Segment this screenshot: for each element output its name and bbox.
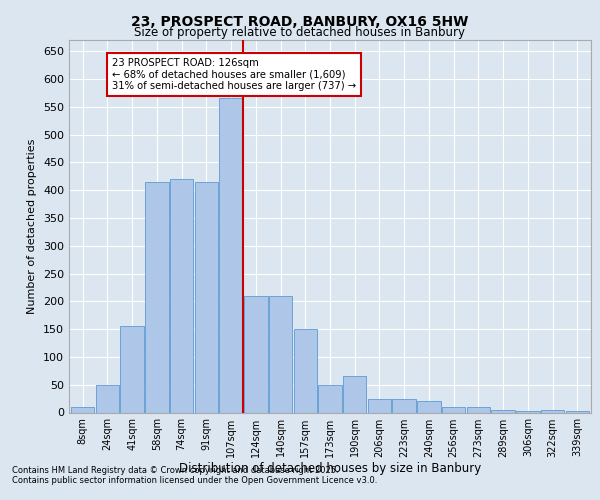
Bar [121,326,144,412]
Bar [269,296,292,412]
Bar [95,384,119,412]
Bar [219,98,243,412]
Bar [491,410,515,412]
Bar [541,410,565,412]
Bar [417,402,441,412]
X-axis label: Distribution of detached houses by size in Banbury: Distribution of detached houses by size … [179,462,481,475]
Bar [392,398,416,412]
Bar [318,384,342,412]
Bar [71,407,94,412]
Text: 23, PROSPECT ROAD, BANBURY, OX16 5HW: 23, PROSPECT ROAD, BANBURY, OX16 5HW [131,15,469,29]
Bar [293,329,317,412]
Y-axis label: Number of detached properties: Number of detached properties [28,138,37,314]
Text: Contains public sector information licensed under the Open Government Licence v3: Contains public sector information licen… [12,476,377,485]
Text: Contains HM Land Registry data © Crown copyright and database right 2025.: Contains HM Land Registry data © Crown c… [12,466,338,475]
Bar [368,398,391,412]
Bar [145,182,169,412]
Bar [244,296,268,412]
Bar [467,407,490,412]
Text: 23 PROSPECT ROAD: 126sqm
← 68% of detached houses are smaller (1,609)
31% of sem: 23 PROSPECT ROAD: 126sqm ← 68% of detach… [112,58,356,91]
Bar [442,407,466,412]
Bar [194,182,218,412]
Bar [170,179,193,412]
Text: Size of property relative to detached houses in Banbury: Size of property relative to detached ho… [134,26,466,39]
Bar [343,376,367,412]
